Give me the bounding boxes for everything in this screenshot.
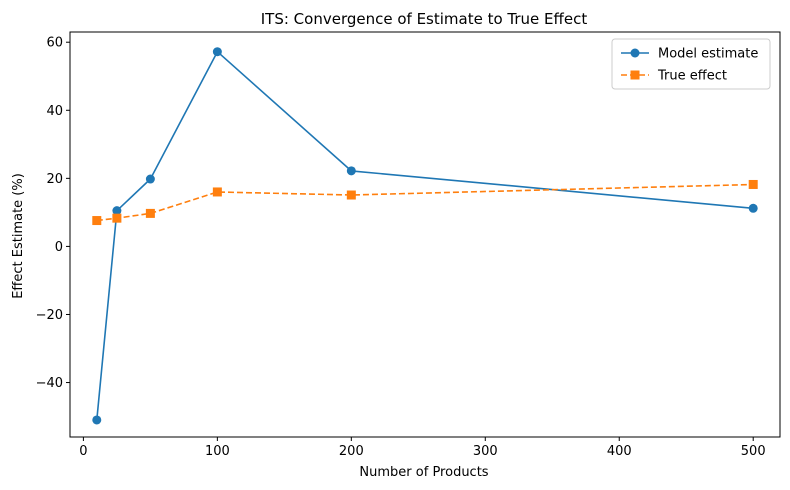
data-point [112,213,122,223]
data-point [748,179,758,189]
x-tick-label: 100 [205,444,230,459]
legend-box [611,38,771,90]
data-point [145,174,155,184]
data-point [346,166,356,176]
y-axis-label: Effect Estimate (%) [11,173,26,299]
series-line-2 [96,183,754,222]
legend-label: Model estimate [658,47,758,62]
data-point [92,216,102,226]
x-tick-label: 500 [741,444,766,459]
x-tick-label: 300 [473,444,498,459]
plot-area: 0 100 200 300 400 500 −40 −20 0 20 40 60 Model estim… [36,31,781,459]
x-tick-label: 400 [607,444,632,459]
data-point [145,208,155,218]
data-point [346,190,356,200]
y-tick-label: −40 [36,376,63,391]
x-tick-label: 200 [339,444,364,459]
data-point [748,203,758,213]
series-line-1 [96,50,754,421]
x-tick-label: 0 [79,444,87,459]
y-tick-label: −20 [36,308,63,323]
axes-frame [69,31,781,438]
data-point [212,187,222,197]
data-point [92,415,102,425]
y-tick-label: 60 [46,36,63,51]
y-tick-label: 0 [55,240,63,255]
data-point [112,206,122,216]
legend-marker [630,70,640,80]
y-tick-label: 20 [46,172,63,187]
y-tick-label: 40 [46,104,63,119]
legend-label: True effect [657,69,727,84]
data-point [212,47,222,57]
x-axis-label: Number of Products [359,465,488,480]
legend-marker [630,48,640,58]
chart-title: ITS: Convergence of Estimate to True Eff… [261,10,588,28]
